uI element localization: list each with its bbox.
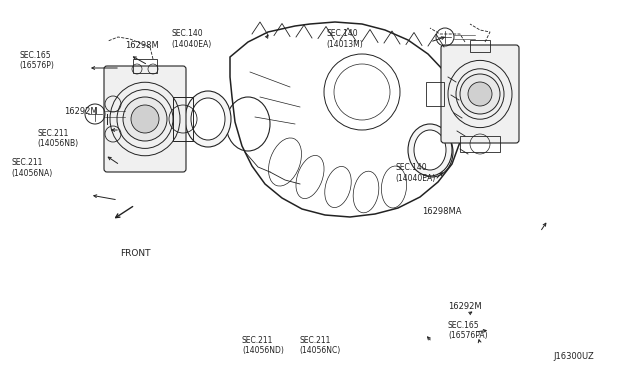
Text: SEC.140
(14040EA): SEC.140 (14040EA) xyxy=(172,29,212,49)
Text: 16298M: 16298M xyxy=(125,41,159,50)
Ellipse shape xyxy=(414,130,446,170)
Text: SEC.165
(16576P): SEC.165 (16576P) xyxy=(19,51,54,70)
Circle shape xyxy=(123,97,167,141)
Bar xyxy=(133,59,157,73)
Text: 16292M: 16292M xyxy=(64,107,98,116)
Text: SEC.211
(14056NA): SEC.211 (14056NA) xyxy=(12,158,52,178)
Ellipse shape xyxy=(185,91,231,147)
Text: SEC.211
(14056NC): SEC.211 (14056NC) xyxy=(300,336,340,355)
Bar xyxy=(173,97,193,141)
Bar xyxy=(426,82,444,106)
Bar xyxy=(460,136,500,152)
Text: SEC.165
(16576PA): SEC.165 (16576PA) xyxy=(448,321,488,340)
Text: 16292M: 16292M xyxy=(448,302,482,311)
Circle shape xyxy=(460,74,500,114)
Circle shape xyxy=(468,82,492,106)
Text: SEC.140
(14013M): SEC.140 (14013M) xyxy=(326,29,363,49)
Text: J16300UZ: J16300UZ xyxy=(554,352,595,361)
FancyBboxPatch shape xyxy=(441,45,519,143)
Text: 16298MA: 16298MA xyxy=(422,207,462,216)
Ellipse shape xyxy=(408,124,452,176)
Text: SEC.140
(14040EA): SEC.140 (14040EA) xyxy=(396,163,436,183)
Text: SEC.211
(14056NB): SEC.211 (14056NB) xyxy=(37,129,78,148)
Bar xyxy=(470,40,490,52)
Text: FRONT: FRONT xyxy=(120,249,151,258)
Text: SEC.211
(14056ND): SEC.211 (14056ND) xyxy=(242,336,284,355)
Ellipse shape xyxy=(191,98,225,140)
Circle shape xyxy=(131,105,159,133)
FancyBboxPatch shape xyxy=(104,66,186,172)
